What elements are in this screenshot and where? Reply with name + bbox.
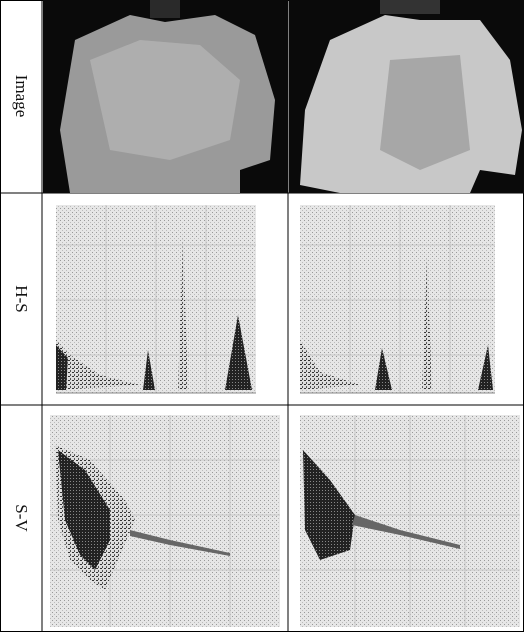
sv-plot <box>300 415 520 627</box>
row-label: Image <box>12 75 31 117</box>
photo <box>289 0 524 193</box>
row-label: H-S <box>12 285 31 312</box>
sv-plot <box>50 415 280 627</box>
row-label: S-V <box>12 504 31 532</box>
figure: Image H-S S-V <box>0 0 524 632</box>
hs-plot <box>56 205 256 393</box>
figure-grid: Image H-S S-V <box>0 0 524 632</box>
photo <box>43 0 288 193</box>
hs-plot <box>300 205 495 393</box>
